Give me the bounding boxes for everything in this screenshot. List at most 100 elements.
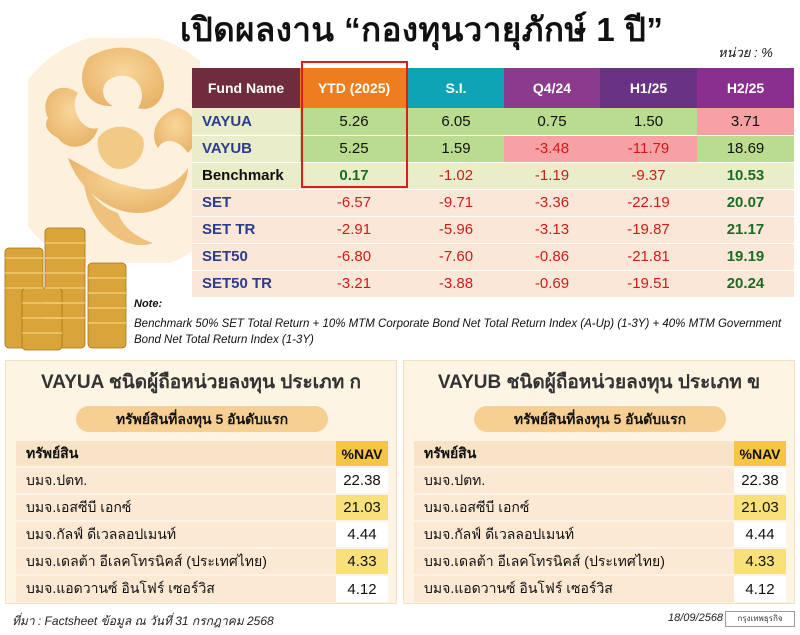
table-cell: 6.05 [408, 108, 504, 136]
table-cell: -7.60 [408, 243, 504, 271]
asset-name: บมจ.ปตท. [414, 466, 734, 494]
table-cell: 0.75 [504, 108, 600, 136]
table-cell: 5.26 [300, 108, 408, 136]
asset-name: บมจ.กัลฟ์ ดีเวลลอปเมนท์ [414, 520, 734, 548]
holdings-table: ทรัพย์สิน %NAV บมจ.ปตท. 22.38 บมจ.เอสซีบ… [16, 441, 388, 602]
asset-name: บมจ.แอดวานซ์ อินโฟร์ เซอร์วิส [16, 574, 336, 602]
fund-name: VAYUA [192, 108, 300, 136]
brand-logo: กรุงเทพธุรกิจ [725, 611, 795, 627]
table-row: บมจ.ปตท. 22.38 [16, 466, 388, 494]
asset-name: บมจ.เดลต้า อีเลคโทรนิคส์ (ประเทศไทย) [414, 547, 734, 575]
table-cell: 1.50 [600, 108, 697, 136]
table-header-row: ทรัพย์สิน %NAV [414, 441, 786, 467]
column-header: ทรัพย์สิน [414, 441, 734, 467]
index-name: SET [192, 189, 300, 217]
table-cell: 10.53 [697, 162, 794, 190]
source-note: ที่มา : Factsheet ข้อมูล ณ วันที่ 31 กรก… [12, 614, 274, 628]
publish-date: 18/09/2568 [668, 612, 724, 624]
nav-value: 4.44 [734, 520, 786, 548]
column-header: %NAV [336, 441, 388, 467]
table-header-row: Fund Name YTD (2025) S.I. Q4/24 H1/25 H2… [192, 68, 794, 108]
column-header: Fund Name [192, 68, 300, 108]
asset-name: บมจ.แอดวานซ์ อินโฟร์ เซอร์วิส [414, 574, 734, 602]
table-cell: -3.88 [408, 270, 504, 298]
table-row: บมจ.เดลต้า อีเลคโทรนิคส์ (ประเทศไทย) 4.3… [414, 547, 786, 575]
table-cell: 5.25 [300, 135, 408, 163]
fund-name: VAYUB [192, 135, 300, 163]
nav-value: 4.12 [734, 574, 786, 602]
table-row: SET50 -6.80 -7.60 -0.86 -21.81 19.19 [192, 243, 794, 271]
table-cell: -11.79 [600, 135, 697, 163]
panel-subtitle: ทรัพย์สินที่ลงทุน 5 อันดับแรก [474, 406, 726, 432]
table-cell: -2.91 [300, 216, 408, 244]
fund-name: Benchmark [192, 162, 300, 190]
holdings-table: ทรัพย์สิน %NAV บมจ.ปตท. 22.38 บมจ.เอสซีบ… [414, 441, 786, 602]
table-cell: -3.21 [300, 270, 408, 298]
column-header: S.I. [408, 68, 504, 108]
vayua-holdings-panel: VAYUA ชนิดผู้ถือหน่วยลงทุน ประเภท ก ทรัพ… [5, 360, 397, 604]
table-cell: -19.87 [600, 216, 697, 244]
table-cell: 0.17 [300, 162, 408, 190]
note-label: Note: [134, 298, 163, 310]
column-header: YTD (2025) [300, 68, 408, 108]
table-cell: -5.96 [408, 216, 504, 244]
nav-value: 21.03 [734, 493, 786, 521]
table-cell: -3.36 [504, 189, 600, 217]
panel-title: VAYUA ชนิดผู้ถือหน่วยลงทุน ประเภท ก [40, 372, 362, 393]
nav-value: 4.44 [336, 520, 388, 548]
table-cell: -1.19 [504, 162, 600, 190]
index-name: SET50 [192, 243, 300, 271]
table-row: บมจ.แอดวานซ์ อินโฟร์ เซอร์วิส 4.12 [16, 574, 388, 602]
table-cell: -6.80 [300, 243, 408, 271]
table-cell: -9.71 [408, 189, 504, 217]
table-row: บมจ.เดลต้า อีเลคโทรนิคส์ (ประเทศไทย) 4.3… [16, 547, 388, 575]
table-cell: 20.24 [697, 270, 794, 298]
vayub-holdings-panel: VAYUB ชนิดผู้ถือหน่วยลงทุน ประเภท ข ทรัพ… [403, 360, 795, 604]
table-row: บมจ.เอสซีบี เอกซ์ 21.03 [414, 493, 786, 521]
table-cell: 18.69 [697, 135, 794, 163]
table-row: บมจ.ปตท. 22.38 [414, 466, 786, 494]
table-row: บมจ.กัลฟ์ ดีเวลลอปเมนท์ 4.44 [414, 520, 786, 548]
index-name: SET50 TR [192, 270, 300, 298]
note-text: Benchmark 50% SET Total Return + 10% MTM… [134, 318, 782, 346]
table-row: SET50 TR -3.21 -3.88 -0.69 -19.51 20.24 [192, 270, 794, 298]
nav-value: 4.33 [336, 547, 388, 575]
table-cell: -6.57 [300, 189, 408, 217]
asset-name: บมจ.เดลต้า อีเลคโทรนิคส์ (ประเทศไทย) [16, 547, 336, 575]
garuda-emblem-icon [28, 38, 200, 263]
nav-value: 22.38 [336, 466, 388, 494]
nav-value: 4.12 [336, 574, 388, 602]
column-header: ทรัพย์สิน [16, 441, 336, 467]
table-cell: 1.59 [408, 135, 504, 163]
page-title: เปิดผลงาน “กองทุนวายุภักษ์ 1 ปี” [180, 11, 664, 48]
column-header: %NAV [734, 441, 786, 467]
nav-value: 22.38 [734, 466, 786, 494]
table-cell: 20.07 [697, 189, 794, 217]
table-cell: -9.37 [600, 162, 697, 190]
asset-name: บมจ.เอสซีบี เอกซ์ [16, 493, 336, 521]
column-header: H2/25 [697, 68, 794, 108]
table-cell: 3.71 [697, 108, 794, 136]
table-row: Benchmark 0.17 -1.02 -1.19 -9.37 10.53 [192, 162, 794, 190]
unit-label: หน่วย : % [718, 45, 773, 60]
table-cell: -1.02 [408, 162, 504, 190]
nav-value: 4.33 [734, 547, 786, 575]
table-cell: 21.17 [697, 216, 794, 244]
panel-subtitle: ทรัพย์สินที่ลงทุน 5 อันดับแรก [76, 406, 328, 432]
table-cell: -21.81 [600, 243, 697, 271]
asset-name: บมจ.เอสซีบี เอกซ์ [414, 493, 734, 521]
table-cell: -0.86 [504, 243, 600, 271]
table-row: VAYUB 5.25 1.59 -3.48 -11.79 18.69 [192, 135, 794, 163]
table-row: SET TR -2.91 -5.96 -3.13 -19.87 21.17 [192, 216, 794, 244]
table-cell: -22.19 [600, 189, 697, 217]
table-row: บมจ.กัลฟ์ ดีเวลลอปเมนท์ 4.44 [16, 520, 388, 548]
column-header: Q4/24 [504, 68, 600, 108]
table-header-row: ทรัพย์สิน %NAV [16, 441, 388, 467]
index-name: SET TR [192, 216, 300, 244]
table-cell: 19.19 [697, 243, 794, 271]
table-row: บมจ.แอดวานซ์ อินโฟร์ เซอร์วิส 4.12 [414, 574, 786, 602]
table-cell: -3.13 [504, 216, 600, 244]
gold-coins-icon [4, 227, 127, 351]
performance-table: Fund Name YTD (2025) S.I. Q4/24 H1/25 H2… [192, 68, 794, 298]
